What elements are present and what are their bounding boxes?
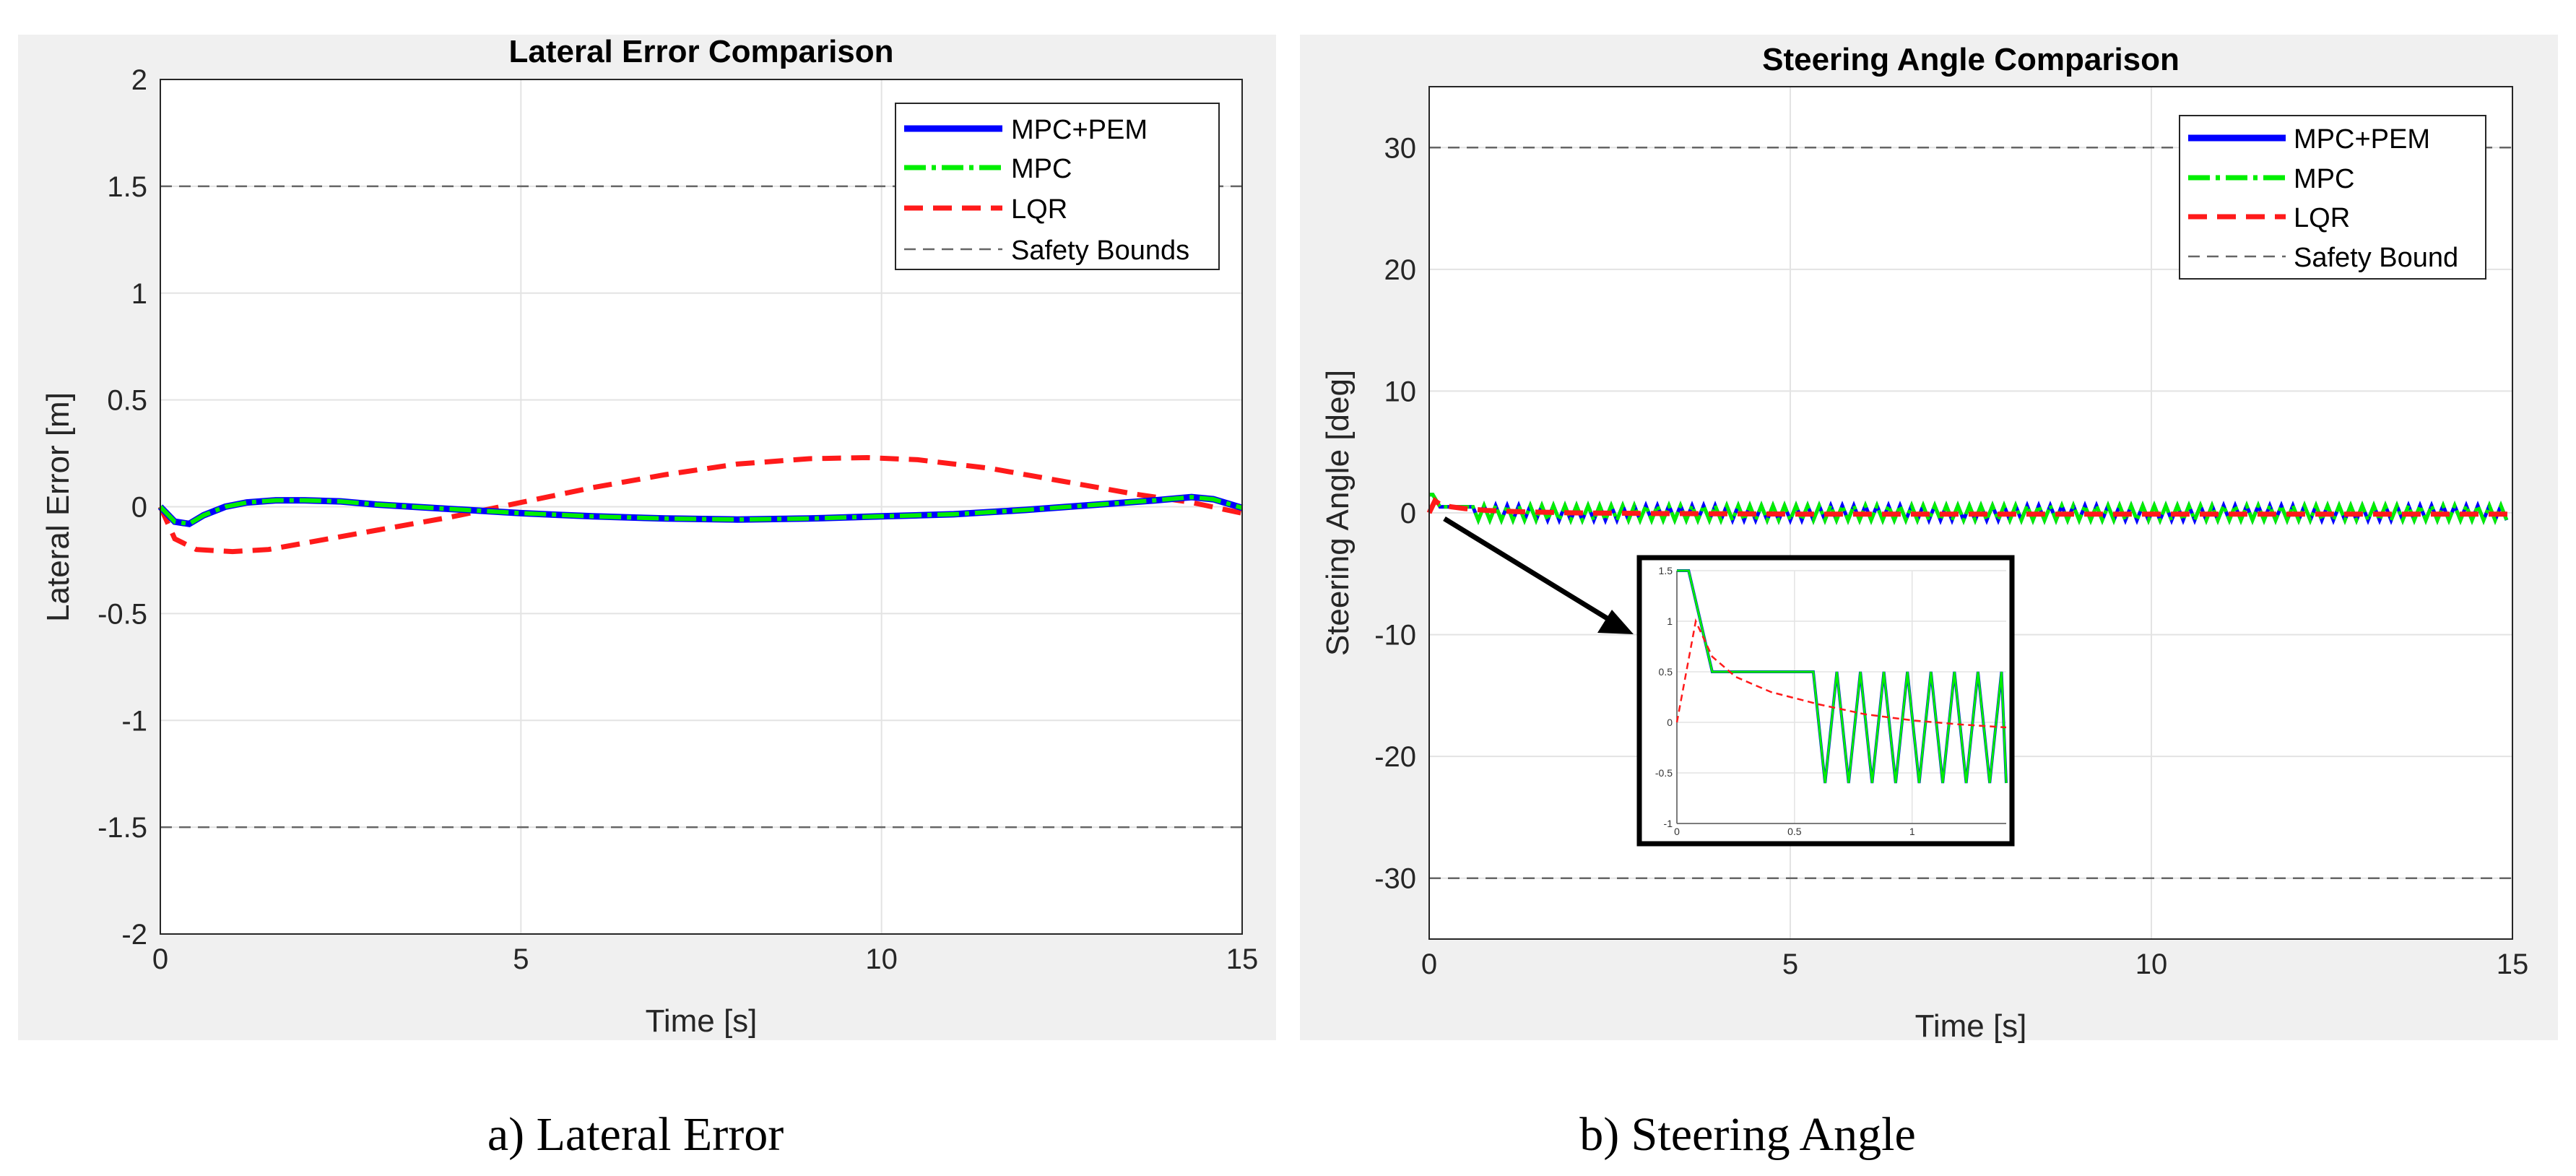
right-y-tick-label: 20: [1384, 254, 1417, 286]
inset-tick-labels: 0 0.5 1 -1 -0.5 0 0.5 1 1.5: [1655, 565, 1915, 837]
left-x-tick-label: 10: [865, 943, 898, 975]
right-x-tick-label: 0: [1421, 948, 1437, 980]
right-y-tick-label: -30: [1374, 863, 1416, 895]
left-y-tick-label: 1.5: [107, 171, 147, 203]
caption-left: a) Lateral Error: [487, 1108, 784, 1161]
series-line-mpc: [158, 495, 1243, 527]
legend-right: MPC+PEM MPC LQR Safety Bound: [2179, 115, 2486, 280]
right-x-tick-label: 5: [1782, 948, 1798, 980]
legend-label-safety-right: Safety Bound: [2294, 243, 2458, 273]
tick-labels-left: 0 5 10 15 -2 -1.5 -1 -0.5 0 0.5 1 1.5 2: [97, 64, 1258, 975]
right-y-tick-label: -20: [1374, 741, 1416, 773]
chart-title-right: Steering Angle Comparison: [1762, 42, 2180, 77]
zoom-arrow-shaft: [1443, 516, 1613, 623]
inset-y-tick-label: 1: [1667, 615, 1673, 627]
legend-label-mpc-right: MPC: [2294, 164, 2354, 194]
inset-grid: [1676, 570, 2006, 824]
x-axis-label-right: Time [s]: [1915, 1008, 2027, 1044]
left-x-tick-label: 0: [152, 943, 168, 975]
y-axis-label-left: Lateral Error [m]: [40, 392, 76, 622]
series-line-lqr-right: [1426, 496, 2512, 517]
left-x-tick-label: 15: [1226, 943, 1259, 975]
legend-label-lqr-right: LQR: [2294, 203, 2350, 233]
series-line-lqr: [157, 454, 1243, 555]
legend-label-mpc-pem-right: MPC+PEM: [2294, 124, 2430, 155]
legend-label-mpc: MPC: [1011, 154, 1072, 184]
left-y-tick-label: 0: [131, 492, 147, 524]
right-y-tick-label: 0: [1400, 498, 1416, 529]
legend-left: MPC+PEM MPC LQR Safety Bounds: [895, 103, 1220, 270]
inset-y-tick-label: -0.5: [1655, 767, 1673, 779]
legend-label-lqr: LQR: [1011, 194, 1067, 225]
inset-y-tick-label: 0.5: [1659, 666, 1673, 678]
right-y-tick-label: -10: [1374, 620, 1416, 652]
right-x-tick-label: 10: [2135, 948, 2168, 980]
inset-x-tick-label: 1: [1909, 826, 1915, 837]
right-y-tick-label: 10: [1384, 376, 1417, 407]
inset-y-tick-label: -1: [1664, 818, 1673, 829]
inset-frame: [1636, 555, 2015, 847]
chart-title-left: Lateral Error Comparison: [508, 34, 893, 69]
left-y-tick-label: 1: [131, 278, 147, 310]
legend-label-mpc-pem: MPC+PEM: [1011, 115, 1148, 145]
zoom-arrow-head: [1597, 610, 1634, 634]
inset-lines: [1675, 569, 2008, 784]
left-y-tick-label: -1: [121, 705, 147, 737]
inset-y-tick-label: 1.5: [1659, 565, 1673, 576]
inset-x-tick-label: 0: [1674, 826, 1680, 837]
left-x-tick-label: 5: [513, 943, 529, 975]
zoom-arrow: [1443, 516, 1634, 634]
inset-line-mpc: [1677, 569, 2008, 784]
right-x-tick-label: 15: [2497, 948, 2529, 980]
zoom-inset: 0 0.5 1 -1 -0.5 0 0.5 1 1.5: [1636, 555, 2015, 847]
left-y-tick-label: 2: [131, 64, 147, 96]
caption-right: b) Steering Angle: [1579, 1108, 1916, 1161]
chart-lateral-error: 0 5 10 15 -2 -1.5 -1 -0.5 0 0.5 1 1.5 2 Lateral Erro…: [18, 34, 1276, 1040]
left-y-tick-label: -2: [121, 919, 147, 951]
plot-frame-left: [160, 79, 1243, 935]
plot-frame-right: [1428, 86, 2513, 940]
right-y-tick-label: 30: [1384, 132, 1417, 164]
inset-line-lqr: [1675, 618, 2007, 729]
series-lines-right: [1426, 493, 2512, 525]
inset-y-tick-label: 0: [1667, 717, 1673, 728]
legend-label-safety: Safety Bounds: [1011, 235, 1189, 266]
y-axis-label-right: Steering Angle [deg]: [1320, 370, 1356, 656]
inset-x-tick-label: 0.5: [1787, 826, 1802, 837]
x-axis-label-left: Time [s]: [646, 1003, 758, 1039]
left-y-tick-label: -0.5: [97, 598, 147, 630]
legend-box-right: [2179, 115, 2486, 280]
left-y-tick-label: 0.5: [107, 385, 147, 417]
series-lines-left: [157, 454, 1244, 555]
left-y-tick-label: -1.5: [97, 812, 147, 844]
